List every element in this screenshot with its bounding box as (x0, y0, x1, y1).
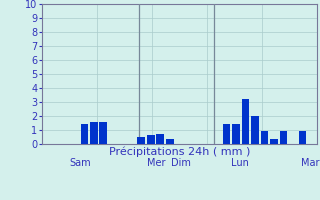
Text: Dim: Dim (171, 158, 190, 168)
Text: Mer: Mer (147, 158, 165, 168)
Bar (90, 122, 98, 144)
Bar (299, 131, 306, 144)
Bar (223, 124, 230, 144)
Bar (280, 131, 287, 144)
Text: Mar: Mar (301, 158, 319, 168)
Bar (251, 116, 259, 144)
Bar (138, 137, 145, 144)
Bar (270, 139, 278, 144)
Text: Sam: Sam (69, 158, 91, 168)
Text: Lun: Lun (231, 158, 249, 168)
Bar (261, 131, 268, 144)
Bar (156, 134, 164, 144)
Bar (232, 124, 240, 144)
Bar (81, 124, 88, 144)
X-axis label: Précipitations 24h ( mm ): Précipitations 24h ( mm ) (108, 147, 250, 157)
Bar (147, 135, 155, 144)
Bar (100, 122, 107, 144)
Bar (166, 139, 173, 144)
Bar (242, 99, 249, 144)
